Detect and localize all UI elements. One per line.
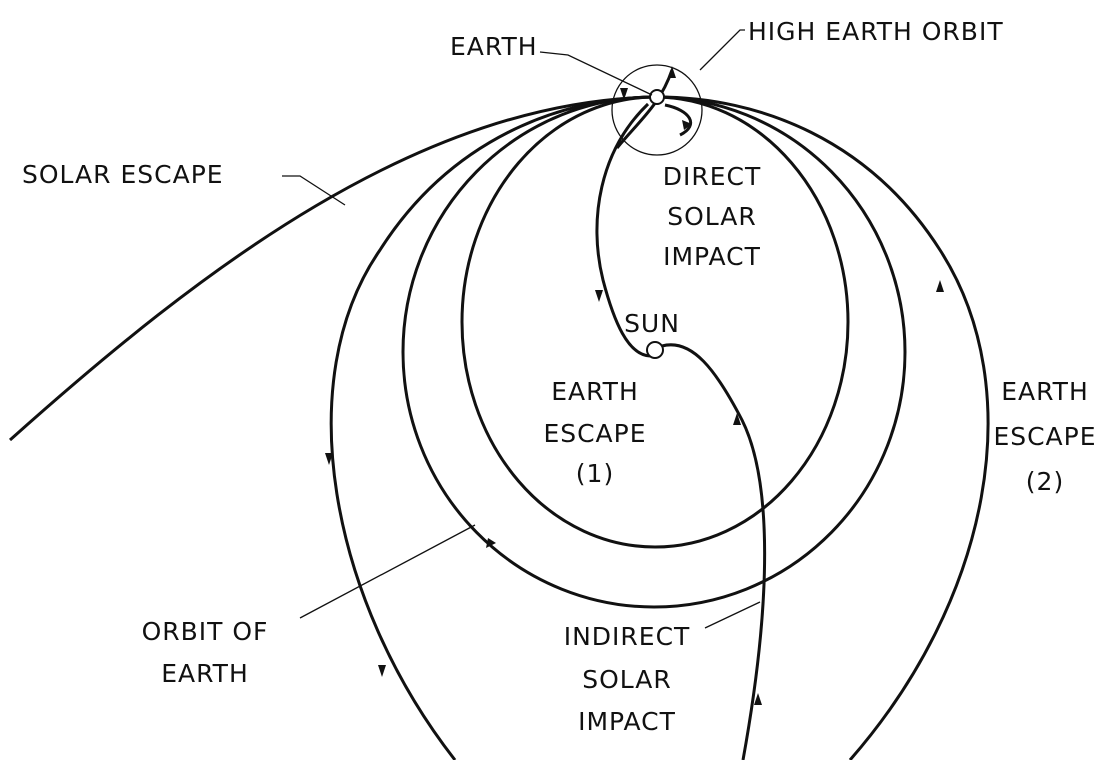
- arrow: [754, 693, 762, 705]
- label: SOLAR: [667, 202, 757, 231]
- hi-orbit-arc: [615, 69, 674, 149]
- earth-escape-2-orbit: [329, 95, 990, 760]
- label: EARTH: [1001, 377, 1089, 406]
- earth: [649, 89, 665, 105]
- label: ESCAPE: [543, 419, 646, 448]
- label: SUN: [624, 309, 680, 338]
- label: HIGH EARTH ORBIT: [748, 17, 1004, 46]
- sun: [646, 341, 664, 359]
- label: EARTH: [450, 32, 538, 61]
- arrow: [325, 453, 333, 465]
- label: (2): [1026, 467, 1064, 496]
- leader-line: [282, 175, 346, 206]
- leader-line: [299, 524, 476, 619]
- label: SOLAR: [582, 665, 672, 694]
- label: EARTH: [551, 377, 639, 406]
- leader-line: [539, 51, 653, 96]
- label: EARTH: [161, 659, 249, 688]
- arrow: [486, 538, 496, 548]
- label: IMPACT: [578, 707, 676, 736]
- label: IMPACT: [663, 242, 761, 271]
- hi-orbit-loop: [664, 103, 693, 137]
- label: INDIRECT: [564, 622, 691, 651]
- arrow: [620, 88, 628, 100]
- label: SOLAR ESCAPE: [22, 160, 224, 189]
- label: (1): [576, 459, 614, 488]
- arrow: [378, 665, 386, 677]
- arrow: [682, 120, 692, 130]
- direct-impact-path: [595, 102, 651, 358]
- high-earth-orbit: [611, 64, 703, 156]
- label: ESCAPE: [993, 422, 1096, 451]
- leader-line: [699, 29, 745, 71]
- arrow: [668, 66, 676, 78]
- arrow: [936, 280, 944, 292]
- arrow: [733, 413, 741, 425]
- leader-line: [704, 601, 761, 629]
- label: ORBIT OF: [142, 617, 269, 646]
- arrow: [595, 290, 603, 302]
- label: DIRECT: [663, 162, 762, 191]
- indirect-impact-path: [661, 343, 767, 760]
- solar-escape-path: [8, 95, 658, 442]
